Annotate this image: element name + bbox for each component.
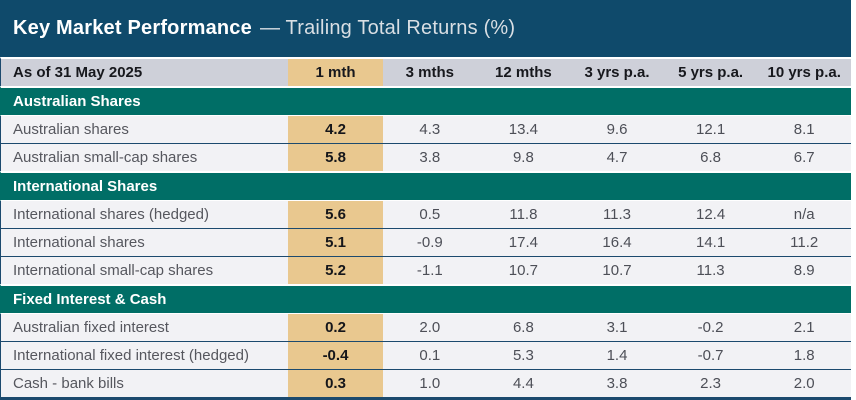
row-label: International fixed interest (hedged): [13, 347, 249, 364]
cell-12mths: 10.7: [508, 262, 538, 279]
col-header-1mth: 1 mth: [288, 59, 383, 86]
cell-10yrs: 8.1: [793, 121, 815, 138]
as-of-date-label: As of 31 May 2025: [13, 64, 143, 81]
cell-12mths: 9.8: [512, 149, 534, 166]
cell-1mth: 5.6: [288, 201, 383, 228]
row-label: Cash - bank bills: [13, 375, 124, 392]
table-bottom-border: [0, 397, 851, 400]
row-label: International small-cap shares: [13, 262, 214, 279]
cell-12mths: 4.4: [512, 375, 534, 392]
cell-1mth: 5.1: [288, 229, 383, 256]
cell-12mths: 6.8: [512, 319, 534, 336]
cell-10yrs: n/a: [793, 206, 815, 223]
cell-1mth: 0.3: [288, 370, 383, 397]
cell-3mths: 2.0: [419, 319, 441, 336]
table-row: International small-cap shares 5.2 -1.1 …: [0, 256, 851, 284]
cell-5yrs: -0.2: [697, 319, 724, 336]
col-header-5yrs: 5 yrs p.a.: [678, 64, 744, 81]
cell-3yrs: 4.7: [606, 149, 628, 166]
col-header-10yrs: 10 yrs p.a.: [767, 64, 841, 81]
cell-10yrs: 2.1: [793, 319, 815, 336]
row-label: Australian shares: [13, 121, 129, 138]
section-label: International Shares: [13, 178, 158, 195]
row-label: International shares: [13, 234, 145, 251]
section-header-australian-shares: Australian Shares: [0, 86, 851, 116]
cell-3yrs: 11.3: [602, 206, 632, 223]
cell-3mths: -1.1: [416, 262, 443, 279]
cell-5yrs: 12.1: [695, 121, 726, 138]
cell-3mths: 3.8: [419, 149, 441, 166]
cell-10yrs: 2.0: [793, 375, 815, 392]
cell-5yrs: 2.3: [700, 375, 722, 392]
cell-3mths: -0.9: [416, 234, 443, 251]
cell-3mths: 4.3: [419, 121, 441, 138]
table-subtitle: — Trailing Total Returns (%): [259, 17, 516, 39]
cell-12mths: 5.3: [512, 347, 534, 364]
cell-3yrs: 3.8: [606, 375, 628, 392]
cell-3yrs: 3.1: [606, 319, 628, 336]
cell-5yrs: 11.3: [696, 262, 725, 279]
cell-10yrs: 1.8: [793, 347, 815, 364]
table-row: Australian shares 4.2 4.3 13.4 9.6 12.1 …: [0, 116, 851, 143]
cell-12mths: 17.4: [508, 234, 538, 251]
cell-12mths: 11.8: [509, 206, 538, 223]
table-row: Australian small-cap shares 5.8 3.8 9.8 …: [0, 143, 851, 171]
cell-3yrs: 1.4: [606, 347, 628, 364]
column-header-row: As of 31 May 2025 1 mth 3 mths 12 mths 3…: [0, 57, 851, 86]
table-title: Key Market Performance: [13, 17, 252, 39]
cell-3mths: 0.5: [419, 206, 441, 223]
section-header-fixed-interest-cash: Fixed Interest & Cash: [0, 284, 851, 314]
table-title-bar: Key Market Performance — Trailing Total …: [0, 0, 851, 57]
table-row: Cash - bank bills 0.3 1.0 4.4 3.8 2.3 2.…: [0, 369, 851, 397]
cell-5yrs: 14.1: [695, 234, 726, 251]
table-row: International shares (hedged) 5.6 0.5 11…: [0, 201, 851, 228]
col-header-12mths: 12 mths: [495, 64, 552, 81]
cell-1mth: 4.2: [288, 116, 383, 143]
row-label: International shares (hedged): [13, 206, 209, 223]
cell-3mths: 1.0: [419, 375, 441, 392]
cell-10yrs: 8.9: [793, 262, 815, 279]
section-label: Australian Shares: [13, 93, 141, 110]
cell-3yrs: 16.4: [602, 234, 632, 251]
cell-12mths: 13.4: [508, 121, 538, 138]
cell-3mths: 0.1: [419, 347, 441, 364]
col-header-3yrs: 3 yrs p.a.: [584, 64, 650, 81]
col-header-3mths: 3 mths: [405, 64, 454, 81]
table-row: Australian fixed interest 0.2 2.0 6.8 3.…: [0, 314, 851, 341]
cell-10yrs: 11.2: [790, 234, 819, 251]
cell-5yrs: 12.4: [695, 206, 726, 223]
cell-1mth: 5.8: [288, 144, 383, 171]
cell-3yrs: 9.6: [606, 121, 628, 138]
section-header-international-shares: International Shares: [0, 171, 851, 201]
row-label: Australian fixed interest: [13, 319, 169, 336]
table-row: International shares 5.1 -0.9 17.4 16.4 …: [0, 228, 851, 256]
cell-1mth: 0.2: [288, 314, 383, 341]
cell-1mth: -0.4: [288, 342, 383, 369]
cell-3yrs: 10.7: [602, 262, 632, 279]
section-label: Fixed Interest & Cash: [13, 291, 167, 308]
cell-10yrs: 6.7: [793, 149, 815, 166]
cell-5yrs: -0.7: [697, 347, 724, 364]
cell-1mth: 5.2: [288, 257, 383, 284]
cell-5yrs: 6.8: [700, 149, 722, 166]
table-row: International fixed interest (hedged) -0…: [0, 341, 851, 369]
row-label: Australian small-cap shares: [13, 149, 198, 166]
